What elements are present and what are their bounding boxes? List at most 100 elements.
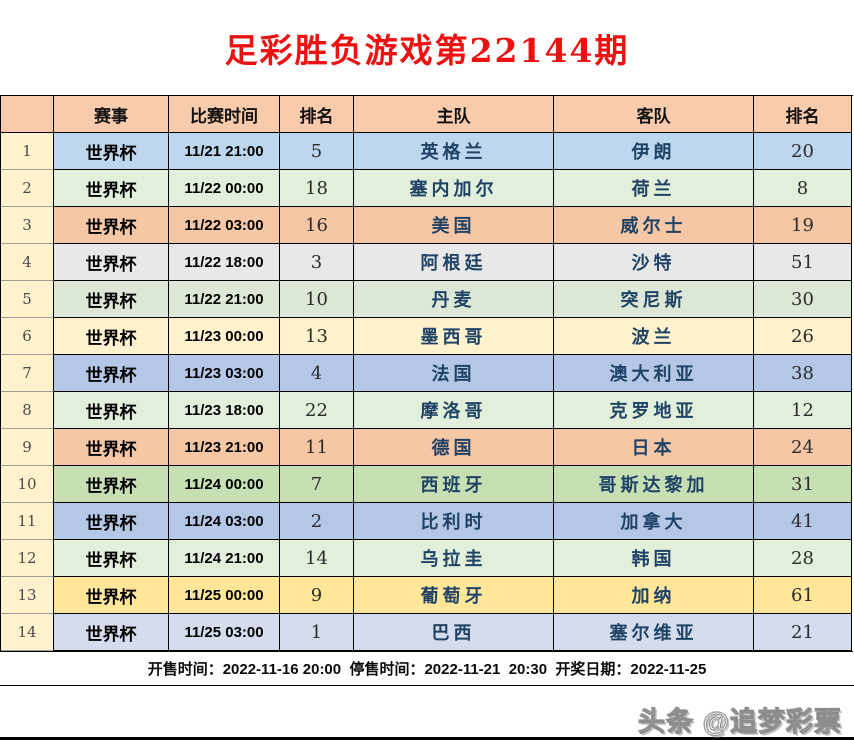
row-number-cell: 1: [1, 133, 54, 170]
row-number-cell: 12: [1, 540, 54, 577]
home-rank-cell: 2: [280, 503, 354, 540]
competition-cell: 世界杯: [54, 503, 169, 540]
home-rank-cell: 3: [280, 244, 354, 281]
row-number-cell: 4: [1, 244, 54, 281]
sales-info: 开售时间：2022-11-16 20:00 停售时间：2022-11-21 20…: [0, 652, 854, 686]
competition-cell: 世界杯: [54, 392, 169, 429]
header-competition: 赛事: [54, 96, 169, 133]
competition-cell: 世界杯: [54, 281, 169, 318]
competition-cell: 世界杯: [54, 244, 169, 281]
away-team-cell: 塞尔维亚: [554, 614, 754, 651]
away-rank-cell: 38: [754, 355, 852, 392]
match-time-cell: 11/25 00:00: [169, 577, 280, 614]
away-team-cell: 荷兰: [554, 170, 754, 207]
row-number-cell: 13: [1, 577, 54, 614]
home-team-cell: 丹麦: [354, 281, 554, 318]
away-rank-cell: 31: [754, 466, 852, 503]
away-rank-cell: 12: [754, 392, 852, 429]
home-rank-cell: 18: [280, 170, 354, 207]
away-rank-cell: 20: [754, 133, 852, 170]
away-rank-cell: 24: [754, 429, 852, 466]
competition-cell: 世界杯: [54, 466, 169, 503]
competition-cell: 世界杯: [54, 133, 169, 170]
row-number-cell: 5: [1, 281, 54, 318]
home-rank-cell: 22: [280, 392, 354, 429]
away-team-cell: 澳大利亚: [554, 355, 754, 392]
home-rank-cell: 11: [280, 429, 354, 466]
home-rank-cell: 16: [280, 207, 354, 244]
competition-cell: 世界杯: [54, 207, 169, 244]
away-team-cell: 伊朗: [554, 133, 754, 170]
competition-cell: 世界杯: [54, 318, 169, 355]
match-time-cell: 11/22 18:00: [169, 244, 280, 281]
match-time-cell: 11/21 21:00: [169, 133, 280, 170]
home-rank-cell: 10: [280, 281, 354, 318]
away-rank-cell: 19: [754, 207, 852, 244]
header-away-rank: 排名: [754, 96, 852, 133]
away-rank-cell: 41: [754, 503, 852, 540]
home-team-cell: 阿根廷: [354, 244, 554, 281]
match-time-cell: 11/23 21:00: [169, 429, 280, 466]
row-number-cell: 3: [1, 207, 54, 244]
away-team-cell: 沙特: [554, 244, 754, 281]
away-team-cell: 波兰: [554, 318, 754, 355]
away-team-cell: 威尔士: [554, 207, 754, 244]
row-number-cell: 10: [1, 466, 54, 503]
away-team-cell: 哥斯达黎加: [554, 466, 754, 503]
away-rank-cell: 8: [754, 170, 852, 207]
corner-cell: [1, 96, 54, 133]
row-number-cell: 8: [1, 392, 54, 429]
row-number-cell: 9: [1, 429, 54, 466]
home-team-cell: 乌拉圭: [354, 540, 554, 577]
row-number-cell: 11: [1, 503, 54, 540]
match-time-cell: 11/23 00:00: [169, 318, 280, 355]
lottery-table: 赛事 比赛时间 排名 主队 客队 排名 1 世界杯 11/21 21:00 5 …: [0, 95, 853, 652]
home-rank-cell: 5: [280, 133, 354, 170]
home-team-cell: 巴西: [354, 614, 554, 651]
home-rank-cell: 4: [280, 355, 354, 392]
away-rank-cell: 30: [754, 281, 852, 318]
header-home-team: 主队: [354, 96, 554, 133]
away-team-cell: 加拿大: [554, 503, 754, 540]
home-rank-cell: 7: [280, 466, 354, 503]
competition-cell: 世界杯: [54, 577, 169, 614]
away-rank-cell: 28: [754, 540, 852, 577]
home-team-cell: 法国: [354, 355, 554, 392]
watermark-row: 头条 @追梦彩票: [0, 701, 854, 740]
away-rank-cell: 61: [754, 577, 852, 614]
competition-cell: 世界杯: [54, 429, 169, 466]
competition-cell: 世界杯: [54, 355, 169, 392]
away-team-cell: 加纳: [554, 577, 754, 614]
row-number-cell: 2: [1, 170, 54, 207]
away-team-cell: 克罗地亚: [554, 392, 754, 429]
match-time-cell: 11/22 00:00: [169, 170, 280, 207]
away-rank-cell: 21: [754, 614, 852, 651]
away-rank-cell: 26: [754, 318, 852, 355]
home-rank-cell: 9: [280, 577, 354, 614]
header-home-rank: 排名: [280, 96, 354, 133]
competition-cell: 世界杯: [54, 614, 169, 651]
watermark: 头条 @追梦彩票: [638, 706, 842, 737]
page-title: 足彩胜负游戏第22144期: [224, 30, 630, 70]
competition-cell: 世界杯: [54, 170, 169, 207]
away-team-cell: 韩国: [554, 540, 754, 577]
home-team-cell: 摩洛哥: [354, 392, 554, 429]
match-time-cell: 11/25 03:00: [169, 614, 280, 651]
match-time-cell: 11/23 18:00: [169, 392, 280, 429]
match-time-cell: 11/24 03:00: [169, 503, 280, 540]
header-away-team: 客队: [554, 96, 754, 133]
match-time-cell: 11/22 03:00: [169, 207, 280, 244]
home-rank-cell: 13: [280, 318, 354, 355]
away-team-cell: 日本: [554, 429, 754, 466]
home-team-cell: 德国: [354, 429, 554, 466]
match-time-cell: 11/24 00:00: [169, 466, 280, 503]
home-team-cell: 塞内加尔: [354, 170, 554, 207]
away-rank-cell: 51: [754, 244, 852, 281]
title-area: 足彩胜负游戏第22144期: [0, 0, 854, 95]
home-team-cell: 比利时: [354, 503, 554, 540]
competition-cell: 世界杯: [54, 540, 169, 577]
home-team-cell: 葡萄牙: [354, 577, 554, 614]
home-team-cell: 美国: [354, 207, 554, 244]
row-number-cell: 14: [1, 614, 54, 651]
